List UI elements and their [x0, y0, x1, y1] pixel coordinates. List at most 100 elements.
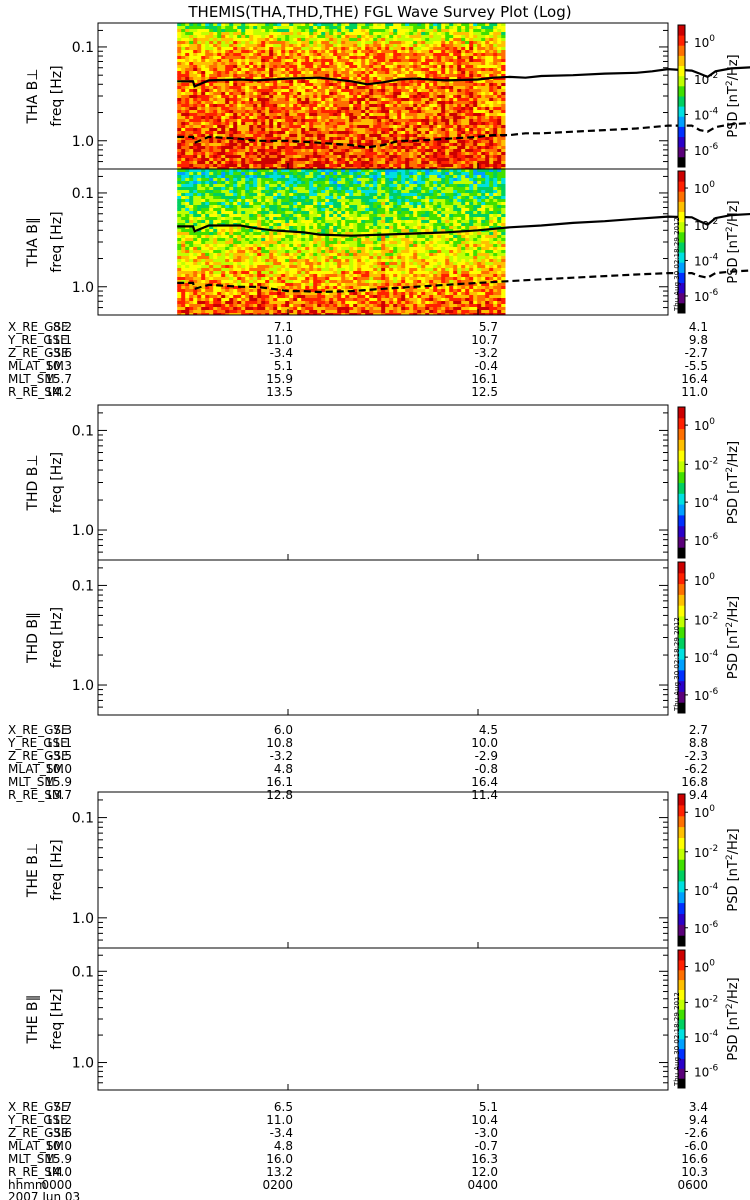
colorbar-segment [678, 471, 685, 483]
colorbar-segment [678, 231, 685, 243]
solid-frequency-line [177, 66, 750, 88]
colorbar-segment [678, 594, 685, 606]
orbit-value: 16.1 [266, 775, 293, 789]
colorbar-label-base: PSD [nT [726, 86, 741, 138]
orbit-row-label: MLAT_SM [8, 1139, 64, 1153]
colorbar-segment [678, 924, 685, 936]
colorbar-tick-exponent: -6 [709, 288, 718, 298]
colorbar-segment [678, 880, 685, 893]
orbit-value: 15.9 [45, 775, 72, 789]
orbit-value: 5.1 [479, 1100, 498, 1114]
colorbar-segment [678, 562, 685, 574]
colorbar-segment [678, 211, 685, 223]
colorbar-tick-base: 10 [694, 996, 709, 1010]
orbit-value: 13.2 [266, 1165, 293, 1179]
y-tick-label: 0.1 [72, 964, 94, 980]
colorbar-tick-exponent: -2 [709, 994, 718, 1004]
y-tick-label: 1.0 [72, 523, 94, 539]
colorbar-tick-exponent: -6 [709, 1063, 718, 1073]
colorbar-tick-label: 10-6 [694, 288, 719, 304]
orbit-value: 11.1 [45, 736, 72, 750]
colorbar-segment [678, 859, 685, 871]
orbit-row-label: X_RE_GSE [8, 1100, 69, 1114]
colorbar-tick-exponent: -4 [709, 252, 718, 262]
colorbar-segment [678, 136, 685, 148]
orbit-value: -3.4 [270, 1126, 293, 1140]
colorbar-segment [678, 85, 685, 97]
orbit-row-label: Y_RE_GSE [7, 333, 68, 347]
colorbar-tick-label: 100 [694, 959, 715, 975]
colorbar-segment [678, 116, 685, 127]
orbit-value: -0.4 [475, 359, 498, 373]
colorbar-tick-exponent: -2 [709, 611, 718, 621]
y-tick-label: 1.0 [72, 1056, 94, 1072]
orbit-row-label: Z_RE_GSE [8, 346, 69, 360]
colorbar-segment [678, 648, 685, 660]
orbit-value: -2.6 [685, 1126, 708, 1140]
colorbar-tick-label: 100 [694, 34, 715, 50]
colorbar-segment [678, 191, 685, 202]
orbit-value: 10.3 [681, 1165, 708, 1179]
orbit-value: 16.4 [681, 372, 708, 386]
colorbar-label-base: PSD [nT [726, 628, 741, 680]
panel-ylabel: THE B⊥ [25, 843, 41, 898]
colorbar-tick-base: 10 [694, 574, 709, 588]
spectrogram [177, 23, 506, 169]
orbit-value: 7.3 [53, 723, 72, 737]
colorbar-segment [678, 221, 685, 233]
orbit-value: 9.4 [689, 788, 708, 802]
colorbar-segment [678, 1019, 685, 1030]
orbit-value: 12.0 [471, 1165, 498, 1179]
colorbar-tick-exponent: -6 [709, 142, 718, 152]
timestamp-stamp: Thu Aug 30 02:18:29 2012 [673, 992, 681, 1087]
orbit-value: 11.0 [266, 1113, 293, 1127]
colorbar-segment [678, 547, 685, 559]
colorbar-segment [678, 950, 685, 961]
colorbar-tick-label: 10-4 [694, 1029, 719, 1045]
orbit-value: -2.3 [685, 749, 708, 763]
orbit-value: 9.4 [689, 1113, 708, 1127]
panel-ylabel: THD B⊥ [25, 454, 41, 511]
colorbar-tick-label: 10-2 [694, 844, 718, 860]
y-tick-label: 0.1 [72, 423, 94, 439]
colorbar-tick-base: 10 [694, 1031, 709, 1045]
colorbar-segment [678, 106, 685, 117]
colorbar-segment [678, 407, 685, 419]
colorbar-tick-exponent: -2 [709, 217, 718, 227]
colorbar-segment [678, 536, 685, 548]
orbit-value: 16.0 [266, 1152, 293, 1166]
orbit-value: 10.3 [45, 359, 72, 373]
orbit-value: 15.7 [45, 372, 72, 386]
colorbar-tick-base: 10 [694, 496, 709, 510]
colorbar-segment [678, 146, 685, 158]
orbit-value: 9.8 [689, 333, 708, 347]
colorbar-tick-base: 10 [694, 108, 709, 122]
orbit-value: -3.2 [270, 749, 293, 763]
orbit-value: 15.9 [45, 1152, 72, 1166]
colorbar-label: PSD [nT2/Hz] [725, 441, 741, 524]
colorbar-segment [678, 525, 685, 537]
colorbar-frame [677, 949, 686, 1089]
colorbar-tick-label: 10-6 [694, 920, 719, 936]
colorbar-segment [678, 504, 685, 516]
freq-axis-label: freq [Hz] [49, 452, 65, 513]
orbit-row-label: X_RE_GSE [8, 723, 69, 737]
colorbar-segment [678, 272, 685, 283]
colorbar-frame [677, 406, 686, 559]
colorbar-segment [678, 126, 685, 137]
colorbar-tick-label: 10-4 [694, 494, 719, 510]
colorbar-tick-exponent: -6 [709, 532, 718, 542]
orbit-value: 10.7 [471, 333, 498, 347]
colorbar-label-base: PSD [nT [726, 860, 741, 912]
orbit-value: 4.5 [479, 723, 498, 737]
colorbar-tick-exponent: 0 [709, 34, 715, 44]
orbit-value: 12.5 [471, 385, 498, 399]
colorbar-tick-label: 10-4 [694, 252, 719, 268]
orbit-value: 8.8 [689, 736, 708, 750]
time-tick-label: 0600 [677, 1178, 708, 1192]
colorbar-label-tail: /Hz] [726, 200, 741, 226]
